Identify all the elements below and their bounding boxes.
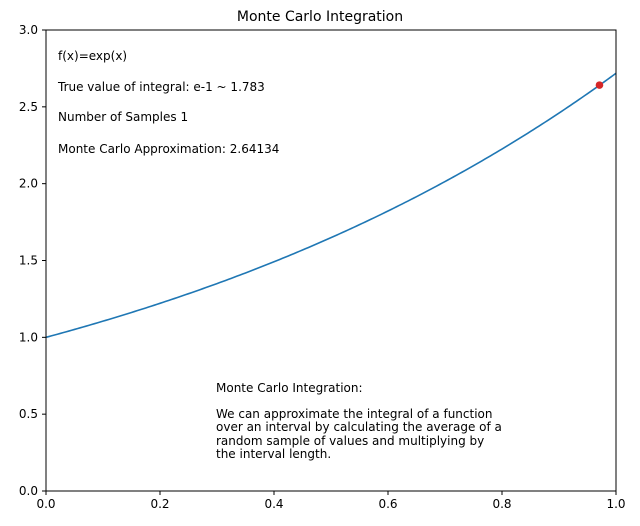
x-axis-ticks: 0.0 0.2 0.4 0.6 0.8 1.0 [36,491,626,511]
sample-point [595,81,604,89]
y-tick-label: 0.5 [19,407,38,421]
function-label: f(x)=exp(x) [58,49,128,63]
plot-frame [45,29,617,492]
y-tick-label: 2.0 [19,177,38,191]
true-value-label: True value of integral: e-1 ~ 1.783 [58,80,265,94]
x-tick-label: 0.0 [36,497,55,511]
description-heading: Monte Carlo Integration: [216,381,363,395]
sample-points [595,81,604,89]
y-tick-label: 0.0 [19,484,38,498]
x-tick-label: 0.8 [492,497,511,511]
y-tick-label: 2.5 [19,100,38,114]
chart-title: Monte Carlo Integration [236,9,404,25]
samples-label: Number of Samples 1 [58,110,189,124]
approximation-label: Monte Carlo Approximation: 2.64134 [58,142,280,156]
x-tick-label: 0.6 [378,497,397,511]
y-axis-ticks: 0.0 0.5 1.0 1.5 2.0 2.5 3.0 [19,23,46,498]
y-tick-label: 3.0 [19,23,38,37]
plot-background [46,30,616,491]
description-body: We can approximate the integral of a fun… [216,406,502,461]
x-tick-label: 0.4 [264,497,283,511]
y-tick-label: 1.0 [19,330,38,344]
exp-curve-line [45,72,617,339]
y-tick-label: 1.5 [19,254,38,268]
x-tick-label: 1.0 [606,497,625,511]
x-tick-label: 0.2 [150,497,169,511]
description-box: Monte Carlo Integration: We can approxim… [216,381,506,462]
